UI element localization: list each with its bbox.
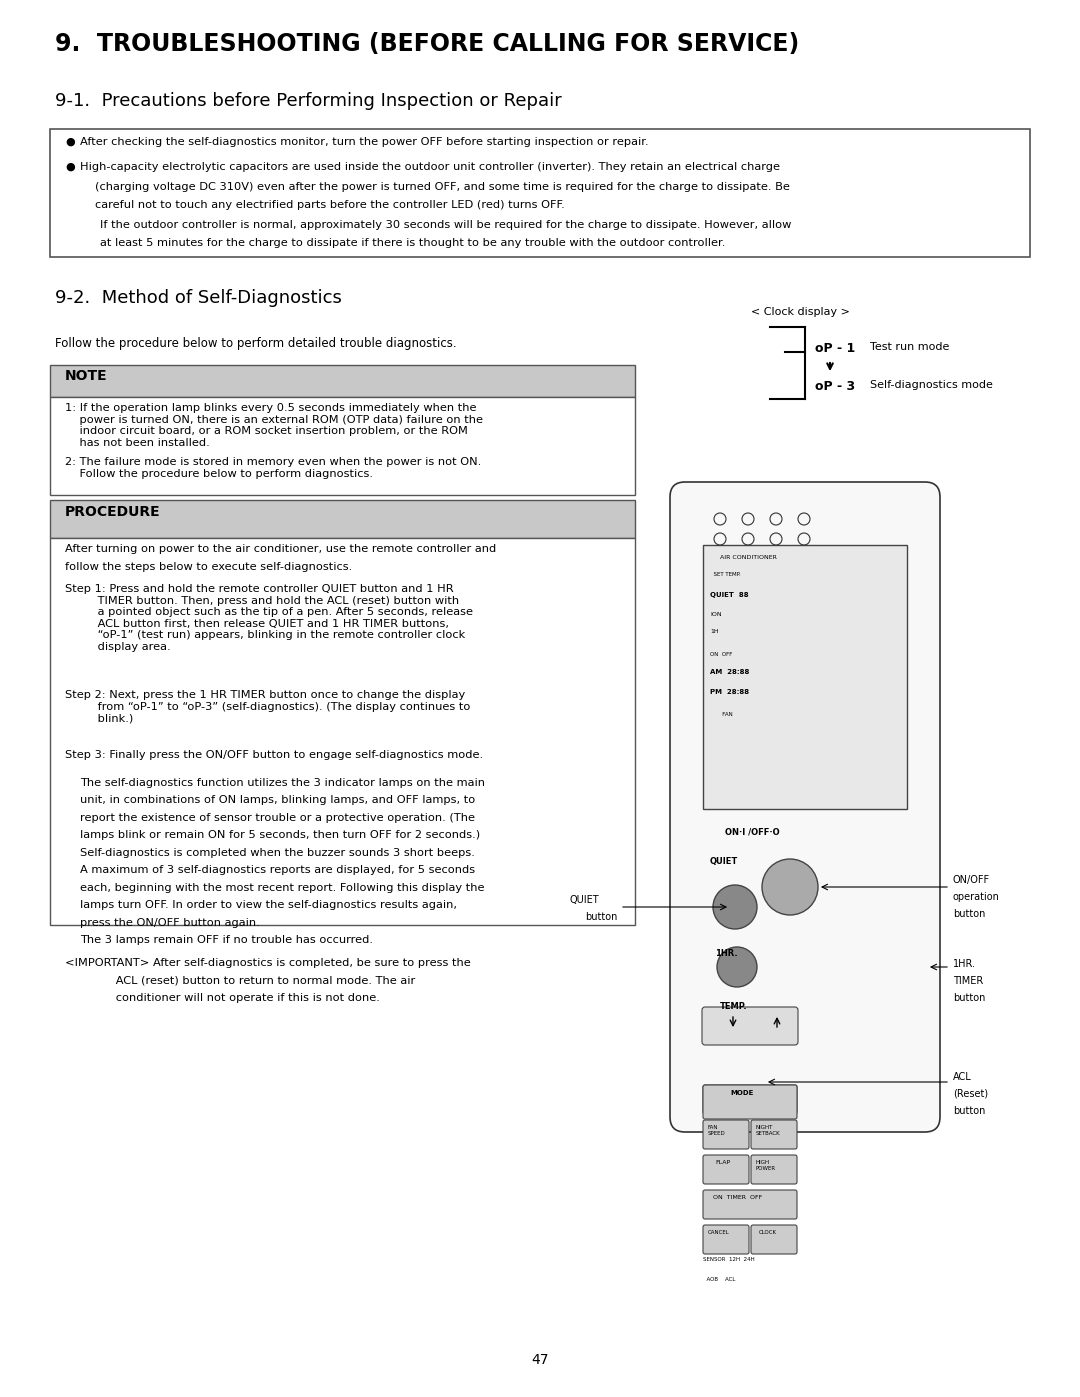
FancyBboxPatch shape	[751, 1225, 797, 1255]
Circle shape	[717, 947, 757, 988]
Text: button: button	[953, 993, 985, 1003]
Text: Step 2: Next, press the 1 HR TIMER button once to change the display
         fr: Step 2: Next, press the 1 HR TIMER butto…	[65, 690, 471, 724]
Text: 9-2.  Method of Self-Diagnostics: 9-2. Method of Self-Diagnostics	[55, 289, 342, 307]
Text: CLOCK: CLOCK	[759, 1229, 777, 1235]
FancyBboxPatch shape	[702, 1007, 798, 1045]
Text: A maximum of 3 self-diagnostics reports are displayed, for 5 seconds: A maximum of 3 self-diagnostics reports …	[80, 866, 475, 876]
Text: Step 3: Finally press the ON/OFF button to engage self-diagnostics mode.: Step 3: Finally press the ON/OFF button …	[65, 750, 483, 760]
FancyBboxPatch shape	[50, 500, 635, 538]
FancyBboxPatch shape	[751, 1120, 797, 1148]
Text: ACL (reset) button to return to normal mode. The air: ACL (reset) button to return to normal m…	[65, 975, 415, 985]
Text: (Reset): (Reset)	[953, 1090, 988, 1099]
FancyBboxPatch shape	[703, 1085, 797, 1119]
FancyBboxPatch shape	[670, 482, 940, 1132]
Text: TIMER: TIMER	[953, 977, 983, 986]
Text: oP - 1: oP - 1	[815, 342, 855, 355]
Text: unit, in combinations of ON lamps, blinking lamps, and OFF lamps, to: unit, in combinations of ON lamps, blink…	[80, 795, 475, 806]
Text: The self-diagnostics function utilizes the 3 indicator lamps on the main: The self-diagnostics function utilizes t…	[80, 778, 485, 788]
Text: PROCEDURE: PROCEDURE	[65, 504, 161, 520]
Text: ON·I /OFF·O: ON·I /OFF·O	[725, 827, 780, 835]
Circle shape	[713, 886, 757, 929]
Text: 1: If the operation lamp blinks every 0.5 seconds immediately when the
    power: 1: If the operation lamp blinks every 0.…	[65, 402, 483, 448]
Text: QUIET: QUIET	[570, 895, 599, 905]
Text: Self-diagnostics mode: Self-diagnostics mode	[870, 380, 993, 390]
Text: QUIET  88: QUIET 88	[710, 592, 748, 598]
Text: MODE: MODE	[730, 1090, 754, 1097]
Text: After checking the self-diagnostics monitor, turn the power OFF before starting : After checking the self-diagnostics moni…	[80, 137, 649, 147]
Text: ON/OFF: ON/OFF	[953, 875, 990, 886]
Text: <IMPORTANT> After self-diagnostics is completed, be sure to press the: <IMPORTANT> After self-diagnostics is co…	[65, 958, 471, 968]
Text: ACL: ACL	[953, 1071, 972, 1083]
Text: at least 5 minutes for the charge to dissipate if there is thought to be any tro: at least 5 minutes for the charge to dis…	[100, 237, 726, 249]
Text: 47: 47	[531, 1354, 549, 1368]
FancyBboxPatch shape	[703, 1085, 797, 1113]
Text: Follow the procedure below to perform detailed trouble diagnostics.: Follow the procedure below to perform de…	[55, 337, 457, 351]
Text: Self-diagnostics is completed when the buzzer sounds 3 short beeps.: Self-diagnostics is completed when the b…	[80, 848, 475, 858]
Text: NIGHT
SETBACK: NIGHT SETBACK	[756, 1125, 781, 1136]
Text: (charging voltage DC 310V) even after the power is turned OFF, and some time is : (charging voltage DC 310V) even after th…	[95, 182, 789, 191]
Text: 1HR.: 1HR.	[715, 949, 738, 958]
Text: HIGH
POWER: HIGH POWER	[755, 1160, 775, 1171]
Text: ON  TIMER  OFF: ON TIMER OFF	[713, 1194, 762, 1200]
Text: < Clock display >: < Clock display >	[751, 307, 850, 317]
Text: 9-1.  Precautions before Performing Inspection or Repair: 9-1. Precautions before Performing Inspe…	[55, 92, 562, 110]
Text: button: button	[953, 909, 985, 919]
Text: ●: ●	[65, 137, 75, 147]
FancyBboxPatch shape	[50, 365, 635, 397]
Text: The 3 lamps remain OFF if no trouble has occurred.: The 3 lamps remain OFF if no trouble has…	[80, 936, 373, 946]
FancyBboxPatch shape	[751, 1155, 797, 1185]
Text: QUIET: QUIET	[710, 856, 739, 866]
Text: SENSOR  12H  24H: SENSOR 12H 24H	[703, 1257, 755, 1261]
Text: careful not to touch any electrified parts before the controller LED (red) turns: careful not to touch any electrified par…	[95, 200, 565, 210]
FancyBboxPatch shape	[703, 1155, 750, 1185]
Text: AIR CONDITIONER: AIR CONDITIONER	[720, 555, 777, 560]
Text: 9.  TROUBLESHOOTING (BEFORE CALLING FOR SERVICE): 9. TROUBLESHOOTING (BEFORE CALLING FOR S…	[55, 32, 799, 56]
FancyBboxPatch shape	[703, 1120, 750, 1148]
Text: each, beginning with the most recent report. Following this display the: each, beginning with the most recent rep…	[80, 883, 485, 893]
FancyBboxPatch shape	[703, 1190, 797, 1220]
FancyBboxPatch shape	[703, 1225, 750, 1255]
Text: FAN
SPEED: FAN SPEED	[708, 1125, 726, 1136]
FancyBboxPatch shape	[703, 545, 907, 809]
Text: AOB    ACL: AOB ACL	[703, 1277, 735, 1282]
Text: lamps turn OFF. In order to view the self-diagnostics results again,: lamps turn OFF. In order to view the sel…	[80, 901, 457, 911]
Text: 1H: 1H	[710, 629, 718, 634]
Circle shape	[762, 859, 818, 915]
Text: button: button	[585, 912, 618, 922]
Text: High-capacity electrolytic capacitors are used inside the outdoor unit controlle: High-capacity electrolytic capacitors ar…	[80, 162, 780, 172]
Text: Step 1: Press and hold the remote controller QUIET button and 1 HR
         TIME: Step 1: Press and hold the remote contro…	[65, 584, 473, 652]
Text: AM  28:88: AM 28:88	[710, 669, 750, 675]
FancyBboxPatch shape	[50, 129, 1030, 257]
Text: SET TEMP.: SET TEMP.	[710, 571, 741, 577]
Text: press the ON/OFF button again.: press the ON/OFF button again.	[80, 918, 260, 928]
Text: After turning on power to the air conditioner, use the remote controller and: After turning on power to the air condit…	[65, 543, 496, 555]
Text: NOTE: NOTE	[65, 369, 108, 383]
Text: conditioner will not operate if this is not done.: conditioner will not operate if this is …	[65, 993, 380, 1003]
Text: CANCEL: CANCEL	[708, 1229, 730, 1235]
Text: lamps blink or remain ON for 5 seconds, then turn OFF for 2 seconds.): lamps blink or remain ON for 5 seconds, …	[80, 830, 481, 841]
FancyBboxPatch shape	[50, 538, 635, 925]
Text: report the existence of sensor trouble or a protective operation. (The: report the existence of sensor trouble o…	[80, 813, 475, 823]
Text: oP - 3: oP - 3	[815, 380, 855, 393]
Text: ON  OFF: ON OFF	[710, 652, 732, 657]
Text: 2: The failure mode is stored in memory even when the power is not ON.
    Follo: 2: The failure mode is stored in memory …	[65, 457, 482, 479]
Text: If the outdoor controller is normal, approximately 30 seconds will be required f: If the outdoor controller is normal, app…	[100, 219, 792, 231]
Text: follow the steps below to execute self-diagnostics.: follow the steps below to execute self-d…	[65, 562, 352, 571]
FancyBboxPatch shape	[50, 397, 635, 495]
Text: operation: operation	[953, 893, 1000, 902]
Text: ●: ●	[65, 162, 75, 172]
Text: button: button	[953, 1106, 985, 1116]
Text: PM  28:88: PM 28:88	[710, 689, 750, 694]
Text: FAN: FAN	[710, 712, 732, 717]
Text: TEMP.: TEMP.	[720, 1002, 747, 1011]
Text: FLAP: FLAP	[715, 1160, 730, 1165]
Text: Test run mode: Test run mode	[870, 342, 949, 352]
Text: 1HR.: 1HR.	[953, 958, 976, 970]
Text: ION: ION	[710, 612, 721, 617]
